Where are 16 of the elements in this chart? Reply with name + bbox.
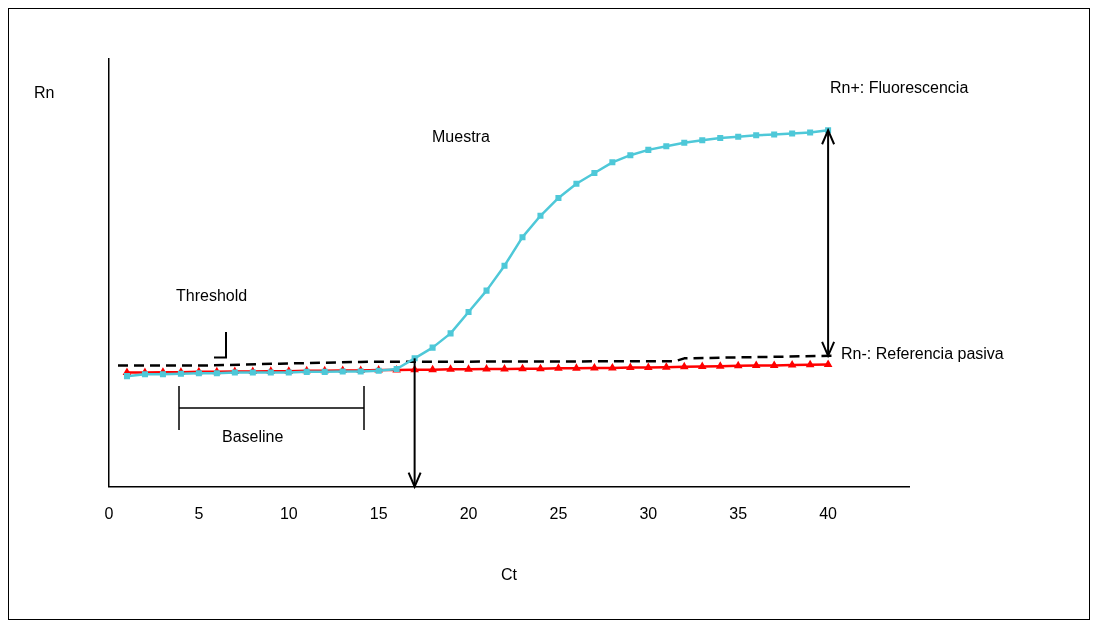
- annotation: Threshold: [176, 287, 248, 305]
- x-tick-label: 5: [194, 504, 204, 522]
- x-tick-label: 25: [549, 504, 568, 522]
- x-tick-label: 15: [369, 504, 388, 522]
- x-tick-label: 35: [729, 504, 748, 522]
- annotation: Rn-: Referencia pasiva: [841, 345, 1004, 363]
- x-axis-title: Ct: [501, 565, 518, 583]
- x-tick-label: 10: [279, 504, 298, 522]
- x-tick-label: 0: [104, 504, 114, 522]
- text: Rn+: Fluorescencia: [830, 79, 969, 97]
- y-axis-title: Rn: [34, 84, 55, 102]
- x-tick-label: 30: [639, 504, 658, 522]
- x-tick-label: 20: [459, 504, 478, 522]
- annotation: Baseline: [222, 428, 284, 446]
- x-tick-label: 40: [819, 504, 838, 522]
- annotation: Muestra: [432, 128, 490, 146]
